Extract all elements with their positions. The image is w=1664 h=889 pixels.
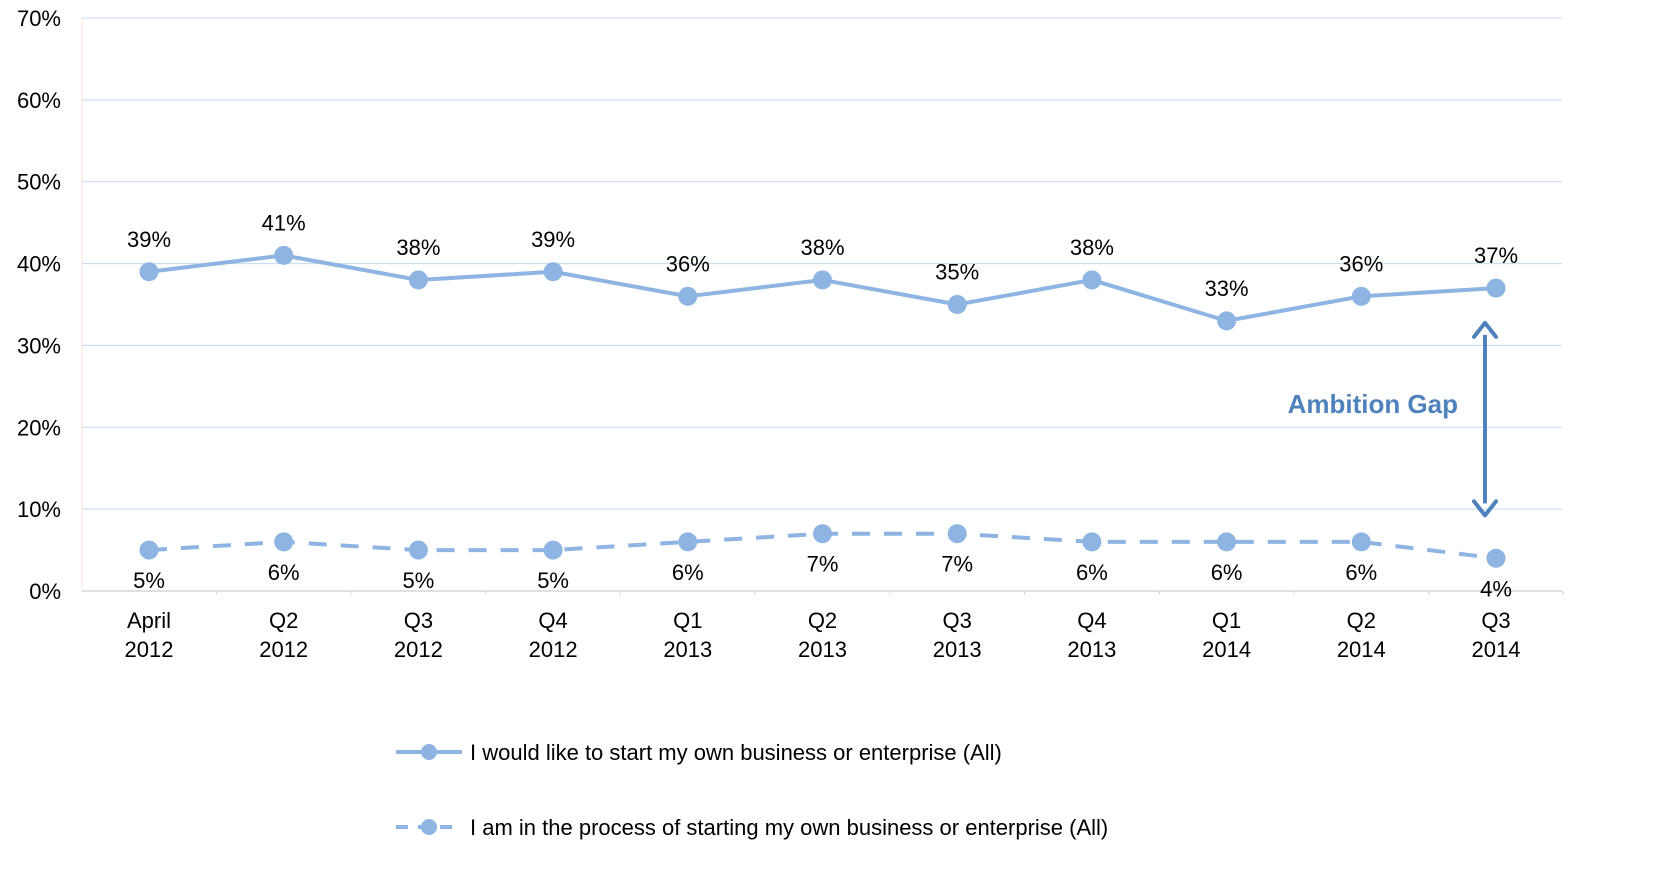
series-2-point	[1351, 532, 1371, 552]
series-1-point	[813, 270, 832, 290]
series-1-point	[1486, 278, 1506, 298]
legend-swatch-marker-2	[421, 819, 437, 835]
y-tick-label: 0%	[29, 579, 61, 604]
data-label: 36%	[666, 251, 710, 276]
data-label: 5%	[133, 568, 165, 593]
x-tick-label: Q3	[404, 608, 433, 633]
data-label: 5%	[537, 568, 569, 593]
data-label: 39%	[531, 227, 575, 252]
series-1-point	[1351, 286, 1371, 306]
x-tick-label-year: 2014	[1337, 637, 1386, 662]
legend-swatch-marker-1	[421, 744, 437, 760]
data-label: 7%	[807, 552, 839, 577]
data-label: 41%	[262, 210, 306, 235]
y-tick-label: 40%	[17, 252, 61, 277]
series-2-point	[678, 532, 698, 552]
series-2-point	[947, 524, 967, 544]
x-tick-label-year: 2012	[529, 637, 578, 662]
x-tick-label-year: 2014	[1472, 637, 1521, 662]
series-1-point	[947, 295, 967, 314]
x-tick-label-year: 2012	[394, 637, 443, 662]
data-label: 38%	[396, 235, 440, 260]
legend-label-2: I am in the process of starting my own b…	[470, 815, 1108, 840]
x-tick-label-year: 2013	[1067, 637, 1116, 662]
y-tick-label: 50%	[17, 170, 61, 195]
data-label: 38%	[800, 235, 844, 260]
data-label: 35%	[935, 260, 979, 285]
x-tick-label: Q1	[673, 608, 702, 633]
data-label: 5%	[403, 568, 435, 593]
series-2-point	[1486, 548, 1506, 568]
series-2-point	[139, 540, 159, 560]
series-1-point	[678, 286, 698, 306]
x-tick-label: Q4	[1077, 608, 1106, 633]
ambition-gap-label: Ambition Gap	[1288, 389, 1458, 419]
series-1-point	[274, 245, 294, 265]
data-label: 7%	[941, 552, 973, 577]
ambition-gap-arrowhead-bottom	[1472, 499, 1498, 518]
series-2-point	[813, 524, 832, 544]
series-1-point	[1082, 270, 1102, 290]
data-label: 4%	[1480, 576, 1512, 601]
y-tick-label: 30%	[17, 333, 61, 358]
data-label: 33%	[1205, 276, 1249, 301]
data-label: 38%	[1070, 235, 1114, 260]
x-tick-label: Q2	[269, 608, 298, 633]
x-tick-label-year: 2013	[933, 637, 982, 662]
x-tick-label-year: 2012	[125, 637, 174, 662]
x-tick-label: Q4	[538, 608, 567, 633]
x-tick-label-year: 2013	[798, 637, 847, 662]
data-label: 6%	[1211, 560, 1243, 585]
x-tick-label: April	[127, 608, 171, 633]
data-label: 6%	[268, 560, 300, 585]
series-1-point	[1217, 311, 1237, 331]
series-2-point	[543, 540, 563, 560]
y-tick-label: 60%	[17, 88, 61, 113]
series-1-point	[139, 262, 159, 282]
x-tick-label: Q2	[808, 608, 837, 633]
data-label: 6%	[1076, 560, 1108, 585]
series-1-point	[408, 270, 428, 290]
series-2-point	[1082, 532, 1102, 552]
data-label: 6%	[1345, 560, 1377, 585]
legend-label-1: I would like to start my own business or…	[470, 740, 1002, 765]
data-label: 37%	[1474, 243, 1518, 268]
x-tick-label: Q3	[943, 608, 972, 633]
x-tick-label-year: 2014	[1202, 637, 1251, 662]
data-label: 36%	[1339, 251, 1383, 276]
x-tick-label-year: 2013	[663, 637, 712, 662]
x-tick-label-year: 2012	[259, 637, 308, 662]
series-2-point	[408, 540, 428, 560]
x-tick-label: Q1	[1212, 608, 1241, 633]
series-2-point	[1217, 532, 1237, 552]
x-tick-label: Q2	[1347, 608, 1376, 633]
y-tick-label: 20%	[17, 415, 61, 440]
y-tick-label: 10%	[17, 497, 61, 522]
x-tick-label: Q3	[1481, 608, 1510, 633]
data-label: 6%	[672, 560, 704, 585]
ambition-gap-arrowhead-top	[1472, 320, 1498, 339]
series-1-point	[543, 262, 563, 282]
data-label: 39%	[127, 227, 171, 252]
y-tick-label: 70%	[17, 6, 61, 31]
series-2-point	[274, 532, 294, 552]
